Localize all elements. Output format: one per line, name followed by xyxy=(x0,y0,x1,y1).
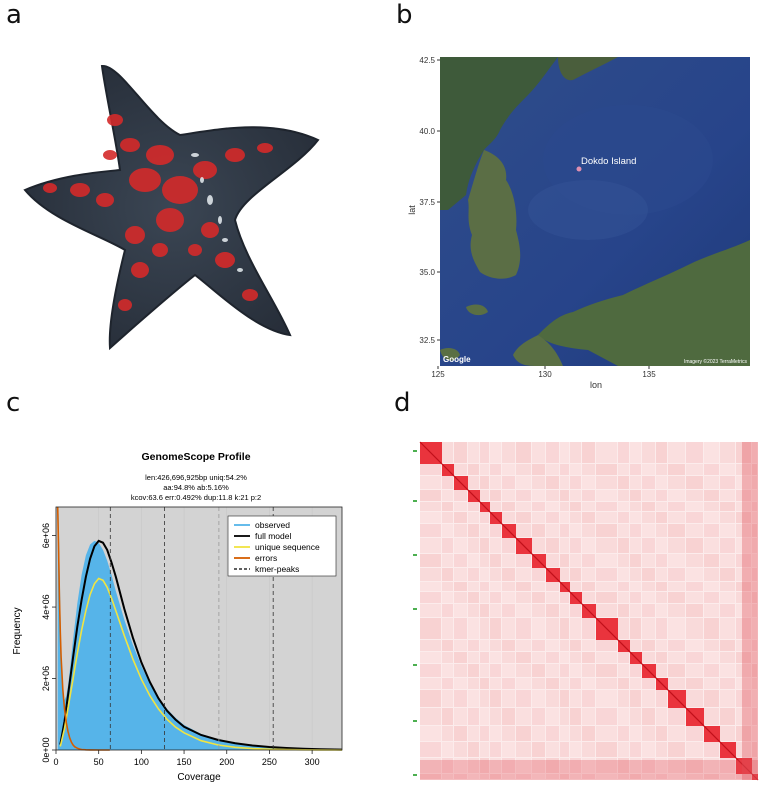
chart-subtitle-line-2: aa:94.8% ab:5.16% xyxy=(163,483,229,492)
x-tick-label: 250 xyxy=(262,757,277,767)
map-y-tick: 42.5 xyxy=(419,56,435,65)
series-full-model-line xyxy=(59,539,343,751)
hic-chromosome-markers xyxy=(413,450,417,776)
y-tick-label: 2e+06 xyxy=(41,666,51,691)
y-tick-label: 0e+00 xyxy=(41,737,51,762)
chart-subtitle-line-3: kcov:63.6 err:0.492% dup:11.8 k:21 p:2 xyxy=(131,493,261,502)
y-tick-label: 4e+06 xyxy=(41,594,51,619)
series-unique-sequence-line xyxy=(59,577,343,751)
map-x-tick: 130 xyxy=(538,370,552,379)
hic-diagonal xyxy=(419,441,759,781)
y-tick-label: 6e+06 xyxy=(41,523,51,548)
genomescope-chart: GenomeScope Profile len:426,696,925bp un… xyxy=(0,445,360,786)
legend-box xyxy=(227,515,337,577)
panel-letter-b: b xyxy=(396,0,413,30)
chart-subtitle-line-1: len:426,696,925bp uniq:54.2% xyxy=(145,473,247,482)
map-y-axis: 42.5 40.0 37.5 35.0 32.5 xyxy=(419,56,440,345)
hic-pattern xyxy=(420,442,757,779)
plot-frame xyxy=(55,506,343,751)
map-landmass-mainland xyxy=(440,57,558,210)
map-x-tick: 125 xyxy=(431,370,445,379)
series-observed-area xyxy=(57,507,342,750)
map-x-tick: 135 xyxy=(642,370,656,379)
legend-label: unique sequence xyxy=(255,542,320,552)
map-x-label: lon xyxy=(590,380,602,390)
google-logo: Google xyxy=(443,355,471,364)
map-y-tick: 35.0 xyxy=(419,268,435,277)
map-landmass-japan xyxy=(538,240,750,366)
x-tick-label: 100 xyxy=(134,757,149,767)
panel-letter-a: a xyxy=(6,0,22,30)
y-axis-label: Frequency xyxy=(12,607,23,654)
map-panel: Dokdo Island Google Imagery ©2023 TerraM… xyxy=(388,50,760,392)
legend-label: kmer-peaks xyxy=(255,564,299,574)
x-tick-label: 0 xyxy=(53,757,58,767)
hic-edge-strip xyxy=(742,442,758,780)
legend-label: errors xyxy=(255,553,277,563)
legend-label: observed xyxy=(255,520,290,530)
chart-title: GenomeScope Profile xyxy=(141,451,250,463)
map-y-tick: 37.5 xyxy=(419,198,435,207)
map-y-label: lat xyxy=(407,205,417,215)
x-axis-label: Coverage xyxy=(177,772,221,783)
hic-edge-strip xyxy=(420,760,758,780)
starfish-photo xyxy=(23,64,320,351)
legend-label: full model xyxy=(255,531,291,541)
map-y-tick: 32.5 xyxy=(419,336,435,345)
map-label-dokdo: Dokdo Island xyxy=(581,156,636,167)
x-tick-label: 300 xyxy=(305,757,320,767)
x-tick-label: 50 xyxy=(94,757,104,767)
map-x-axis: 125 130 135 xyxy=(431,366,656,379)
panel-letter-c: c xyxy=(6,388,21,418)
panel-letter-d: d xyxy=(394,388,411,418)
x-tick-label: 200 xyxy=(219,757,234,767)
dokdo-marker xyxy=(576,166,582,172)
hic-contact-map xyxy=(412,440,760,786)
map-attribution: Imagery ©2023 TerraMetrics xyxy=(684,358,748,365)
map-y-tick: 40.0 xyxy=(419,127,435,136)
x-tick-label: 150 xyxy=(177,757,192,767)
map-landmass-korea xyxy=(468,150,521,279)
